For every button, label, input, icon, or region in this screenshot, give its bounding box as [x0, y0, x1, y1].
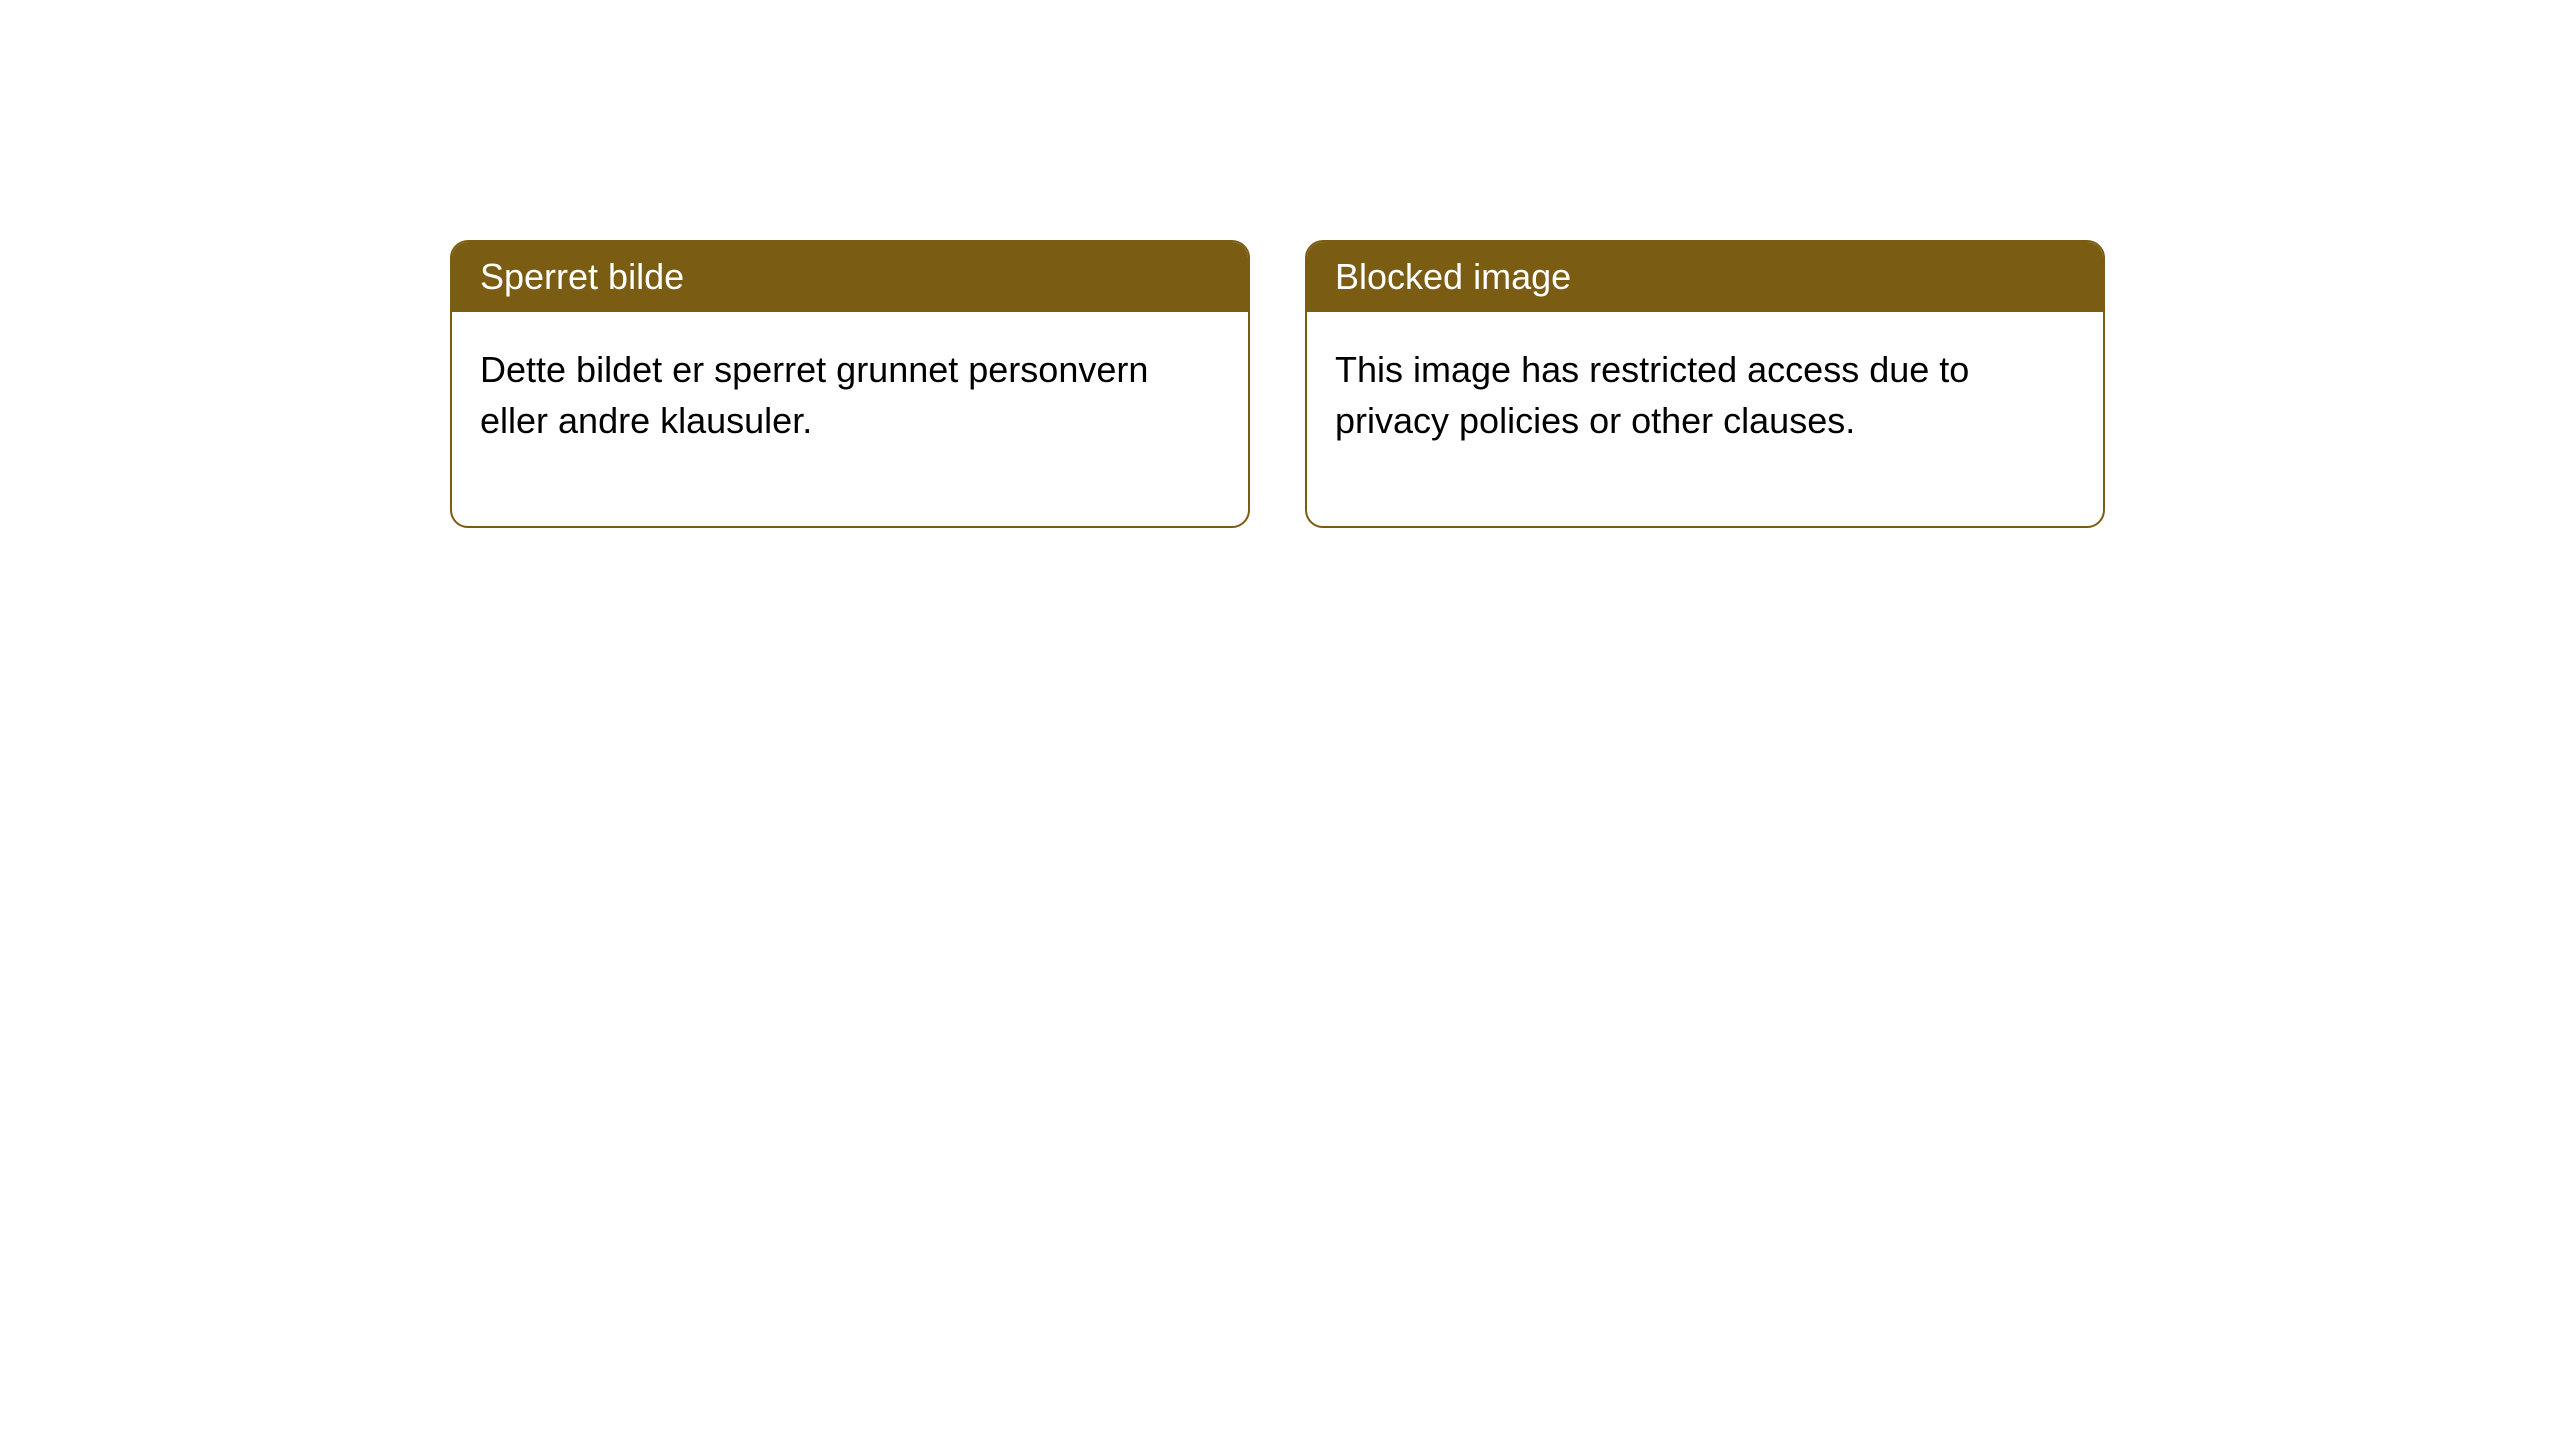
notice-card-english: Blocked image This image has restricted … [1305, 240, 2105, 528]
notice-header: Blocked image [1307, 242, 2103, 312]
notice-body: Dette bildet er sperret grunnet personve… [452, 312, 1248, 526]
notice-title: Sperret bilde [480, 256, 684, 297]
notice-header: Sperret bilde [452, 242, 1248, 312]
notice-title: Blocked image [1335, 256, 1571, 297]
notice-card-norwegian: Sperret bilde Dette bildet er sperret gr… [450, 240, 1250, 528]
notice-body: This image has restricted access due to … [1307, 312, 2103, 526]
notice-body-text: This image has restricted access due to … [1335, 349, 1969, 441]
notice-container: Sperret bilde Dette bildet er sperret gr… [450, 240, 2105, 528]
notice-body-text: Dette bildet er sperret grunnet personve… [480, 349, 1148, 441]
